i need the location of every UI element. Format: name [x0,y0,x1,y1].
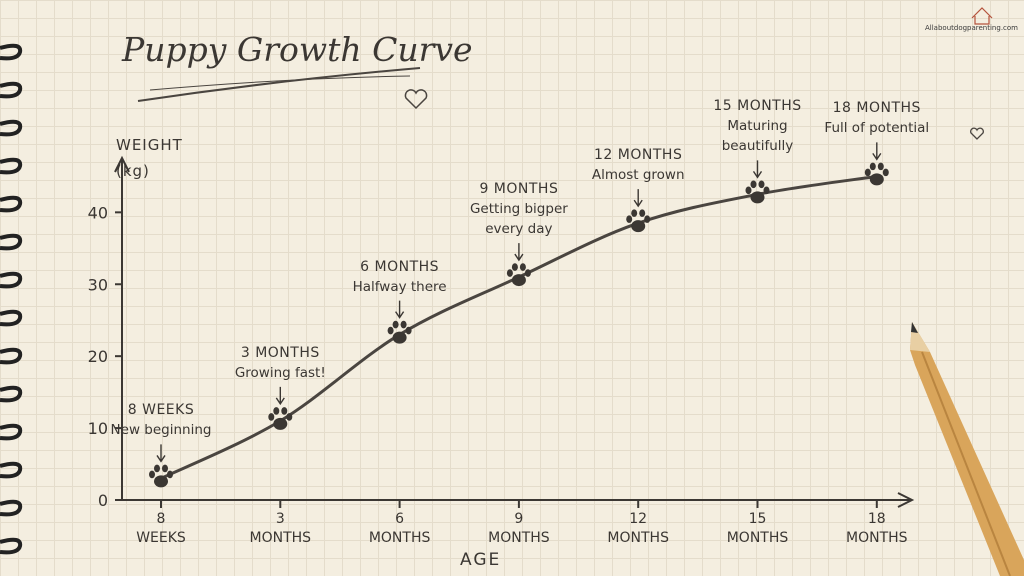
paw-toe [639,209,646,217]
y-tick-label: 20 [88,347,108,366]
paw-toe [745,186,752,195]
paw-marker [268,407,293,430]
annotation-text: Getting bigper every day [469,201,568,238]
paw-toe [167,470,173,479]
paw-toe [268,413,275,421]
x-axis-label: AGE [460,550,502,570]
annotation-arrow [275,386,285,406]
annotation: 15 MONTHS Maturing beautifully [713,96,801,156]
paw-toe [511,263,518,271]
annotation-arrow [872,142,882,161]
annotation-text: Maturing beautifully [721,118,794,155]
paw-marker [506,263,531,287]
paw-toe [400,320,407,329]
heart-icon [970,127,984,140]
x-tick-label: 8 WEEKS [136,511,186,546]
paw-toe [281,407,288,415]
spiral-binding [0,43,23,555]
paw-toe [387,326,394,335]
annotation-label: 15 MONTHS [713,98,802,115]
paw-toe [644,215,651,223]
paw-toe [631,209,638,217]
annotation: 6 MONTHS Halfway there [353,257,447,297]
annotation-text: Growing fast! [234,364,326,381]
annotation-label: 18 MONTHS [832,100,921,117]
paw-toe [519,263,526,271]
paw-toe [149,470,155,479]
paw-toe [869,162,876,171]
paw-toe [758,180,765,189]
paw-toe [882,168,889,177]
annotation-arrow [514,243,524,262]
paw-pad [511,274,526,287]
heart-icon [404,89,428,110]
pencil [910,322,1024,576]
title-underline [137,67,421,102]
paw-pad [631,220,646,233]
paw-marker [149,464,173,488]
y-axis-label: WEIGHT (kg) [116,136,183,180]
paw-toe [286,413,293,421]
annotation-label: 9 MONTHS [479,181,559,198]
paw-toe [273,407,280,415]
paw-pad [392,331,407,344]
x-tick-label: 15 MONTHS [726,511,789,546]
paw-toe [405,326,412,335]
x-tick-label: 9 MONTHS [488,511,550,546]
annotation-label: 3 MONTHS [240,344,320,361]
x-tick-label: 18 MONTHS [846,511,908,546]
x-tick-label: 12 MONTHS [607,511,669,546]
y-tick-label: 40 [88,203,108,222]
paw-toe [154,464,160,473]
paw-toe [626,215,633,223]
annotation: 18 MONTHS Full of potential [824,98,929,138]
watermark: Allaboutdogparenting.com [925,24,1018,32]
paw-toe [750,180,757,189]
annotation-label: 6 MONTHS [360,258,440,275]
x-tick-label: 3 MONTHS [249,511,312,546]
annotation-label: 8 WEEKS [127,402,195,419]
y-tick-label: 0 [98,491,108,510]
watermark-icon [971,7,993,25]
paw-marker [864,162,889,186]
paw-toe [763,186,770,195]
paw-pad [154,475,168,488]
annotation-label: 12 MONTHS [594,147,683,164]
annotation: 9 MONTHS Getting bigper every day [470,179,568,239]
annotation: 8 WEEKS New beginning [111,400,212,440]
paw-marker [626,209,651,233]
y-tick-label: 30 [88,275,108,294]
annotation-arrow [633,189,643,208]
paw-pad [869,173,884,186]
paw-toe [506,269,513,277]
paw-pad [750,191,765,204]
x-tick-label: 6 MONTHS [368,511,431,546]
annotation-arrow [395,300,405,319]
axes [114,155,915,508]
paw-toe [524,269,531,277]
annotation-text: Halfway there [352,278,447,295]
paw-toe [877,162,884,171]
paw-marker [745,180,770,204]
paw-pad [273,417,288,430]
annotation-arrow [156,444,166,463]
annotation-text: Full of potential [824,120,930,137]
paw-toe [864,168,871,177]
annotation-arrow [752,160,763,179]
annotation-text: Almost grown [591,167,685,184]
y-tick-label: 10 [88,419,108,438]
paw-toe [392,320,399,329]
annotation-text: New beginning [110,422,212,439]
annotation: 3 MONTHS Growing fast! [235,343,326,383]
annotation: 12 MONTHS Almost grown [592,145,685,185]
paw-toe [162,464,168,473]
paw-marker [387,320,412,344]
chart-title: Puppy Growth Curve [122,30,473,69]
